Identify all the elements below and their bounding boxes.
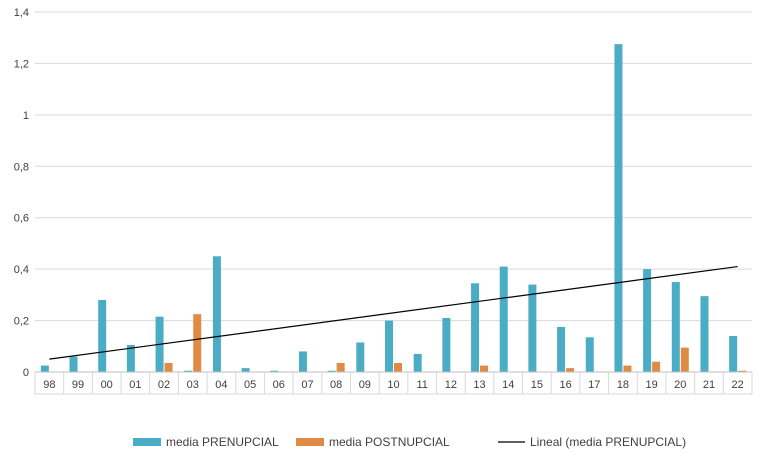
bar-postnupcial-03 bbox=[193, 314, 202, 372]
x-tick-label: 11 bbox=[416, 379, 427, 391]
x-tick-label: 18 bbox=[617, 379, 629, 391]
x-tick-label: 07 bbox=[301, 379, 313, 391]
legend-label-postnupcial: media POSTNUPCIAL bbox=[329, 435, 450, 449]
bar-postnupcial-20 bbox=[680, 347, 689, 372]
x-tick-label: 98 bbox=[43, 379, 55, 391]
trendline-group bbox=[49, 265, 738, 360]
bar-prenupcial-08 bbox=[327, 370, 336, 372]
legend-swatch-prenupcial bbox=[133, 438, 161, 446]
x-axis-tick-labels: 98 99 00 01 02 03 04 05 06 07 08 09 10 11 12 13 14 15 16 17… bbox=[43, 379, 744, 391]
x-axis bbox=[34, 371, 753, 395]
bar-prenupcial-00 bbox=[98, 300, 107, 372]
bar-prenupcial-03 bbox=[184, 370, 193, 372]
y-tick-label: 1,4 bbox=[14, 7, 29, 19]
bar-postnupcial-02 bbox=[164, 363, 173, 372]
bar-prenupcial-18 bbox=[614, 44, 623, 373]
x-tick-label: 06 bbox=[273, 379, 285, 391]
x-tick-label: 08 bbox=[330, 379, 342, 391]
x-tick-label: 01 bbox=[129, 379, 141, 391]
bar-prenupcial-14 bbox=[499, 266, 508, 372]
x-tick-label: 19 bbox=[645, 379, 657, 391]
x-tick-label: 21 bbox=[703, 379, 715, 391]
bars bbox=[40, 44, 747, 373]
bar-postnupcial-08 bbox=[336, 363, 345, 372]
x-tick-label: 04 bbox=[215, 379, 227, 391]
x-tick-label: 99 bbox=[72, 379, 84, 391]
bar-prenupcial-22 bbox=[729, 336, 738, 372]
bar-prenupcial-07 bbox=[298, 351, 307, 372]
bar-prenupcial-10 bbox=[385, 320, 393, 372]
y-tick-label: 1 bbox=[23, 110, 29, 122]
bar-prenupcial-17 bbox=[585, 337, 594, 372]
x-tick-label: 13 bbox=[473, 379, 485, 391]
x-tick-label: 05 bbox=[244, 379, 256, 391]
bar-prenupcial-15 bbox=[528, 284, 537, 372]
bar-prenupcial-21 bbox=[700, 296, 709, 372]
x-tick-label: 03 bbox=[187, 379, 199, 391]
x-tick-label: 20 bbox=[674, 379, 686, 391]
y-tick-label: 1,2 bbox=[14, 58, 29, 70]
y-tick-label: 0,2 bbox=[14, 316, 29, 328]
legend-swatch-postnupcial bbox=[296, 438, 324, 446]
bar-prenupcial-12 bbox=[442, 318, 451, 372]
x-tick-label: 14 bbox=[502, 379, 514, 391]
bar-prenupcial-20 bbox=[671, 282, 680, 372]
bar-prenupcial-19 bbox=[643, 269, 652, 372]
bar-postnupcial-22 bbox=[738, 370, 747, 372]
x-tick-label: 15 bbox=[531, 379, 543, 391]
x-tick-label: 22 bbox=[732, 379, 744, 391]
x-tick-label: 16 bbox=[559, 379, 571, 391]
bar-prenupcial-98 bbox=[40, 365, 49, 372]
legend-label-prenupcial: media PRENUPCIAL bbox=[166, 435, 279, 449]
x-tick-label: 00 bbox=[101, 379, 113, 391]
y-tick-label: 0 bbox=[23, 367, 29, 379]
legend-label-trendline: Lineal (media PRENUPCIAL) bbox=[530, 435, 686, 449]
x-tick-label: 17 bbox=[588, 379, 600, 391]
gridlines bbox=[35, 11, 752, 322]
x-tick-label: 10 bbox=[387, 379, 399, 391]
bar-prenupcial-05 bbox=[241, 368, 250, 372]
y-tick-label: 0,8 bbox=[14, 161, 29, 173]
bar-postnupcial-19 bbox=[652, 361, 661, 372]
y-axis-tick-labels: 0 0,2 0,4 0,6 0,8 1 1,2 1,4 bbox=[14, 7, 29, 379]
y-tick-label: 0,4 bbox=[14, 264, 29, 276]
bar-prenupcial-09 bbox=[356, 342, 365, 372]
bar-postnupcial-18 bbox=[623, 365, 632, 372]
x-tick-label: 09 bbox=[359, 379, 371, 391]
x-tick-label: 12 bbox=[445, 379, 457, 391]
legend: media PRENUPCIAL media POSTNUPCIAL Linea… bbox=[133, 435, 686, 449]
y-tick-label: 0,6 bbox=[14, 213, 29, 225]
bar-prenupcial-04 bbox=[212, 256, 221, 372]
bar-prenupcial-16 bbox=[557, 327, 566, 372]
bar-postnupcial-16 bbox=[566, 368, 575, 372]
x-tick-label: 02 bbox=[158, 379, 170, 391]
bar-prenupcial-13 bbox=[471, 283, 480, 372]
bar-prenupcial-06 bbox=[270, 370, 279, 372]
trendline bbox=[49, 265, 738, 360]
bar-prenupcial-11 bbox=[413, 354, 422, 372]
bar-prenupcial-01 bbox=[126, 345, 135, 372]
bar-postnupcial-10 bbox=[394, 363, 402, 372]
bar-prenupcial-99 bbox=[69, 356, 78, 372]
bar-postnupcial-13 bbox=[480, 365, 489, 372]
